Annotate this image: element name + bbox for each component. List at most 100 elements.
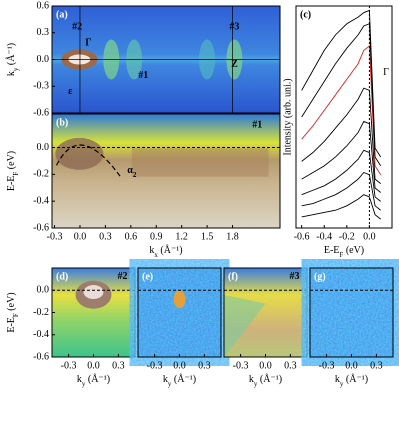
curve <box>301 120 381 193</box>
y-tick-label: 0.6 <box>37 0 50 11</box>
x-axis-label-part: y <box>254 380 258 388</box>
x-axis-label-part: x <box>154 251 158 259</box>
x-tick-label: 0.3 <box>99 231 112 242</box>
panel: -0.3 0.0 0.3 (g) <box>309 267 394 371</box>
y-axis-label: E-EF (eV) <box>6 151 19 191</box>
x-tick-label: 0.9 <box>150 231 163 242</box>
panel: 0.0 -0.2 -0.4 -0.6-0.3 0.0 0.3 0.6 0.9 1.2 1.5 1.8… <box>33 113 281 242</box>
x-tick-label: 1.8 <box>226 231 239 242</box>
y-tick-label: -0.4 <box>33 329 49 340</box>
y-axis-label-part: k <box>6 71 17 76</box>
x-tick-label: -0.4 <box>316 231 332 242</box>
x-axis-label-part: y <box>340 380 344 388</box>
annotation: #1 <box>252 120 262 131</box>
x-axis-label-part: (eV) <box>343 245 364 256</box>
y-tick-label: -0.3 <box>33 81 49 92</box>
x-axis-label: ky (Å⁻¹) <box>335 373 368 387</box>
panel: 0.6 0.3 0.0 -0.3 -0.6 (a) #2 #3 #1 Γ Zε <box>33 0 281 118</box>
x-tick-label: 0.3 <box>370 360 383 371</box>
x-axis-label-part: k <box>335 374 340 385</box>
x-axis-label-part: k <box>149 245 154 256</box>
curve <box>301 87 381 184</box>
annotation: #3 <box>290 271 300 282</box>
x-axis-label-part: (Å⁻¹) <box>158 244 183 256</box>
panel-label-dark: (c) <box>300 9 311 20</box>
x-axis-label-part: k <box>163 374 168 385</box>
x-axis-label-part: (Å⁻¹) <box>85 373 110 385</box>
blob <box>131 148 269 177</box>
x-axis-label-part: (Å⁻¹) <box>257 373 282 385</box>
x-axis-label: kx (Å⁻¹) <box>149 244 182 258</box>
y-axis-label-part: (eV) <box>6 151 17 172</box>
y-axis-label-part: E-E <box>6 176 17 192</box>
curve <box>301 9 382 158</box>
y-axis-label: Intensity (arb. uni.) <box>282 78 293 155</box>
noise <box>138 268 221 357</box>
x-tick-label: 1.2 <box>175 231 188 242</box>
noise <box>310 268 393 357</box>
x-tick-label: 0.0 <box>345 360 358 371</box>
x-tick-label: -0.3 <box>319 360 335 371</box>
blob <box>55 137 104 170</box>
band-label-part: α <box>127 165 133 176</box>
annotation: #1 <box>138 70 148 81</box>
curve <box>301 149 381 202</box>
y-axis-label: ky (Å⁻¹) <box>5 43 19 76</box>
blob <box>224 294 266 357</box>
annotation: #2 <box>118 271 128 282</box>
y-axis-label-part: (eV) <box>6 292 17 313</box>
blob <box>173 290 186 309</box>
y-axis-label-part: F <box>12 313 20 317</box>
panel: 0.0 -0.2 -0.4 -0.6 -0.3 0.0 0.3 (d) #2 <box>33 267 136 371</box>
panel: -0.3 0.0 0.3 (e) <box>137 267 222 371</box>
curve <box>301 171 381 211</box>
annotation: #3 <box>229 22 239 33</box>
panel-label: (e) <box>142 271 153 282</box>
x-tick-label: 0.0 <box>259 360 272 371</box>
x-tick-label: 0.0 <box>87 360 100 371</box>
x-tick-label: -0.3 <box>147 360 163 371</box>
y-tick-label: -0.2 <box>33 169 49 180</box>
panel-label: (a) <box>56 9 68 20</box>
panel-label: (d) <box>56 271 68 282</box>
x-tick-label: 0.3 <box>112 360 125 371</box>
annotation: Γ <box>85 38 91 49</box>
y-tick-label: -0.6 <box>33 351 49 362</box>
frame <box>51 113 281 229</box>
x-axis-label: ky (Å⁻¹) <box>163 373 196 387</box>
curve <box>301 23 382 167</box>
y-axis-label-part: (Å⁻¹) <box>5 43 17 68</box>
y-axis-label-part: E-E <box>6 317 17 333</box>
panel-label: (f) <box>228 271 238 282</box>
y-axis-label: E-EF (eV) <box>6 292 19 332</box>
x-axis-label: ky (Å⁻¹) <box>249 373 282 387</box>
x-axis-label-part: k <box>77 374 82 385</box>
x-axis-label-part: y <box>168 380 172 388</box>
x-tick-label: -0.2 <box>339 231 355 242</box>
y-axis-label-part: y <box>12 67 20 71</box>
y-tick-label: -0.4 <box>33 195 49 206</box>
x-tick-label: -0.3 <box>61 360 77 371</box>
annotation: Z <box>231 59 238 70</box>
annotation: Γ <box>383 67 389 78</box>
y-tick-label: 0.0 <box>37 285 50 296</box>
y-tick-label: 0.3 <box>37 27 50 38</box>
panel-label: (b) <box>56 117 68 128</box>
x-tick-label: 1.5 <box>201 231 214 242</box>
x-axis-label-part: y <box>82 380 86 388</box>
x-tick-label: 0.3 <box>198 360 211 371</box>
curve <box>301 45 382 175</box>
x-axis-label: ky (Å⁻¹) <box>77 373 110 387</box>
y-axis-label-part: F <box>12 172 20 176</box>
frame <box>295 5 393 229</box>
x-tick-label: 0.0 <box>173 360 186 371</box>
band-label: α2 <box>127 165 137 178</box>
band-guide <box>56 144 121 178</box>
x-axis-label-part: (Å⁻¹) <box>171 373 196 385</box>
y-tick-label: -0.2 <box>33 307 49 318</box>
x-axis-label-part: E-E <box>324 245 340 256</box>
y-tick-label: -0.6 <box>33 222 49 233</box>
panel: -0.3 0.0 0.3 (f) #3 <box>223 267 308 371</box>
